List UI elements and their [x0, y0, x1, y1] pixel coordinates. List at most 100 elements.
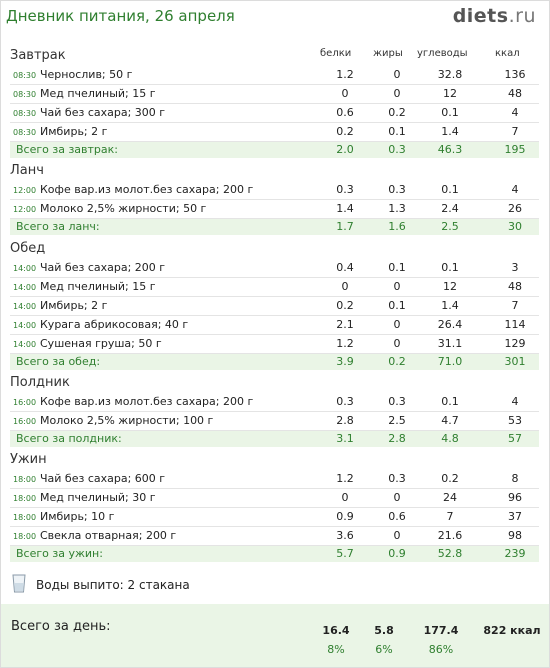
food-time: 14:00	[13, 340, 37, 349]
food-row[interactable]: 18:00 Чай без сахара; 600 г 1.2 0.3 0.2 8	[10, 470, 539, 489]
food-carbs: 32.8	[437, 68, 463, 81]
meal-total-label: Всего за ланч:	[16, 220, 100, 233]
food-row[interactable]: 14:00 Чай без сахара; 200 г 0.4 0.1 0.1 3	[10, 259, 539, 278]
food-protein: 0.3	[336, 183, 354, 196]
food-carbs: 0.2	[441, 472, 459, 485]
food-name: Кофе вар.из молот.без сахара; 200 г	[40, 395, 254, 408]
food-name: Мед пчелиный; 30 г	[40, 491, 156, 504]
food-row[interactable]: 14:00 Курага абрикосовая; 40 г 2.1 0 26.4 114	[10, 316, 539, 335]
food-name: Чай без сахара; 300 г	[40, 106, 166, 119]
meal-total-carbs: 71.0	[437, 355, 463, 368]
food-time: 14:00	[13, 283, 37, 292]
food-row[interactable]: 18:00 Мед пчелиный; 30 г 0 0 24 96	[10, 489, 539, 508]
food-time: 14:00	[13, 302, 37, 311]
food-kcal: 53	[508, 414, 522, 427]
meal-total-protein: 3.1	[336, 432, 354, 445]
meal-total-carbs: 2.5	[441, 220, 459, 233]
food-time: 12:00	[13, 205, 37, 214]
meal-total-fat: 1.6	[388, 220, 406, 233]
food-fat: 0	[393, 68, 401, 81]
meal-title: Обед	[10, 241, 46, 256]
meal-total-carbs: 4.8	[441, 432, 459, 445]
meal-total-protein: 3.9	[336, 355, 354, 368]
food-row[interactable]: 14:00 Сушеная груша; 50 г 1.2 0 31.1 129	[10, 335, 539, 354]
food-name: Молоко 2,5% жирности; 50 г	[40, 202, 207, 215]
food-protein: 1.4	[336, 202, 354, 215]
food-name: Чай без сахара; 600 г	[40, 472, 166, 485]
food-protein: 0.9	[336, 510, 354, 523]
food-kcal: 4	[511, 183, 519, 196]
food-fat: 0.1	[388, 125, 406, 138]
site-logo[interactable]: diets.ru	[453, 5, 536, 27]
meal-total-carbs: 46.3	[437, 143, 463, 156]
food-row[interactable]: 08:30 Имбирь; 2 г 0.2 0.1 1.4 7	[10, 123, 539, 142]
food-protein: 0	[341, 87, 349, 100]
food-kcal: 96	[508, 491, 522, 504]
meal-total-kcal: 30	[508, 220, 522, 233]
food-row[interactable]: 18:00 Свекла отварная; 200 г 3.6 0 21.6 98	[10, 527, 539, 546]
food-fat: 0.6	[388, 510, 406, 523]
food-row[interactable]: 12:00 Кофе вар.из молот.без сахара; 200 г…	[10, 181, 539, 200]
food-kcal: 26	[508, 202, 522, 215]
day-total-kcal: 822 ккал	[483, 624, 541, 637]
meal-total-protein: 1.7	[336, 220, 354, 233]
meal-title: Полдник	[10, 375, 70, 390]
meal-total-protein: 2.0	[336, 143, 354, 156]
meal-total-label: Всего за завтрак:	[16, 143, 119, 156]
meal-total-row: Всего за ужин: 5.7 0.9 52.8 239	[10, 546, 539, 562]
food-fat: 0.3	[388, 183, 406, 196]
page-title: Дневник питания, 26 апреля	[6, 7, 235, 25]
food-row[interactable]: 08:30 Чай без сахара; 300 г 0.6 0.2 0.1 4	[10, 104, 539, 123]
food-carbs: 0.1	[441, 183, 459, 196]
food-row[interactable]: 16:00 Молоко 2,5% жирности; 100 г 2.8 2.5 4.…	[10, 412, 539, 431]
food-row[interactable]: 08:30 Чернослив; 50 г 1.2 0 32.8 136	[10, 66, 539, 85]
meal-total-row: Всего за обед: 3.9 0.2 71.0 301	[10, 354, 539, 370]
day-total-fat: 5.8	[374, 624, 394, 637]
meal-total-label: Всего за полдник:	[16, 432, 122, 445]
food-kcal: 98	[508, 529, 522, 542]
food-row[interactable]: 18:00 Имбирь; 10 г 0.9 0.6 7 37	[10, 508, 539, 527]
day-total: Всего за день: 16.4 5.8 177.4 822 ккал 8…	[1, 604, 549, 667]
food-carbs: 12	[443, 87, 457, 100]
food-kcal: 114	[504, 318, 526, 331]
meal-total-row: Всего за полдник: 3.1 2.8 4.8 57	[10, 431, 539, 447]
food-kcal: 8	[511, 472, 519, 485]
food-time: 18:00	[13, 532, 37, 541]
food-row[interactable]: 08:30 Мед пчелиный; 15 г 0 0 12 48	[10, 85, 539, 104]
meal-total-kcal: 57	[508, 432, 522, 445]
food-name: Курага абрикосовая; 40 г	[40, 318, 189, 331]
food-time: 18:00	[13, 494, 37, 503]
meal-total-fat: 0.9	[388, 547, 406, 560]
food-kcal: 4	[511, 395, 519, 408]
food-fat: 0.2	[388, 106, 406, 119]
food-row[interactable]: 16:00 Кофе вар.из молот.без сахара; 200 г…	[10, 393, 539, 412]
water-text: Воды выпито: 2 стакана	[36, 578, 190, 592]
day-total-carbs: 177.4	[423, 624, 459, 637]
day-total-protein: 16.4	[322, 624, 350, 637]
food-name: Имбирь; 2 г	[40, 125, 108, 138]
food-carbs: 0.1	[441, 106, 459, 119]
food-protein: 1.2	[336, 337, 354, 350]
glass-icon	[12, 574, 26, 593]
column-header-kcal: ккал	[495, 48, 520, 59]
food-name: Кофе вар.из молот.без сахара; 200 г	[40, 183, 254, 196]
meal-total-kcal: 195	[504, 143, 526, 156]
food-carbs: 26.4	[437, 318, 463, 331]
column-header-carbs: углеводы	[417, 48, 468, 59]
food-name: Имбирь; 10 г	[40, 510, 115, 523]
food-row[interactable]: 12:00 Молоко 2,5% жирности; 50 г 1.4 1.3 2.4…	[10, 200, 539, 219]
food-fat: 2.5	[388, 414, 406, 427]
food-name: Свекла отварная; 200 г	[40, 529, 177, 542]
meal-total-fat: 2.8	[388, 432, 406, 445]
food-row[interactable]: 14:00 Мед пчелиный; 15 г 0 0 12 48	[10, 278, 539, 297]
food-protein: 0.6	[336, 106, 354, 119]
food-fat: 0	[393, 337, 401, 350]
food-kcal: 3	[511, 261, 519, 274]
food-protein: 3.6	[336, 529, 354, 542]
food-protein: 0.4	[336, 261, 354, 274]
food-protein: 2.8	[336, 414, 354, 427]
day-total-label: Всего за день:	[11, 619, 111, 634]
food-carbs: 1.4	[441, 299, 459, 312]
food-row[interactable]: 14:00 Имбирь; 2 г 0.2 0.1 1.4 7	[10, 297, 539, 316]
food-time: 08:30	[13, 71, 37, 80]
